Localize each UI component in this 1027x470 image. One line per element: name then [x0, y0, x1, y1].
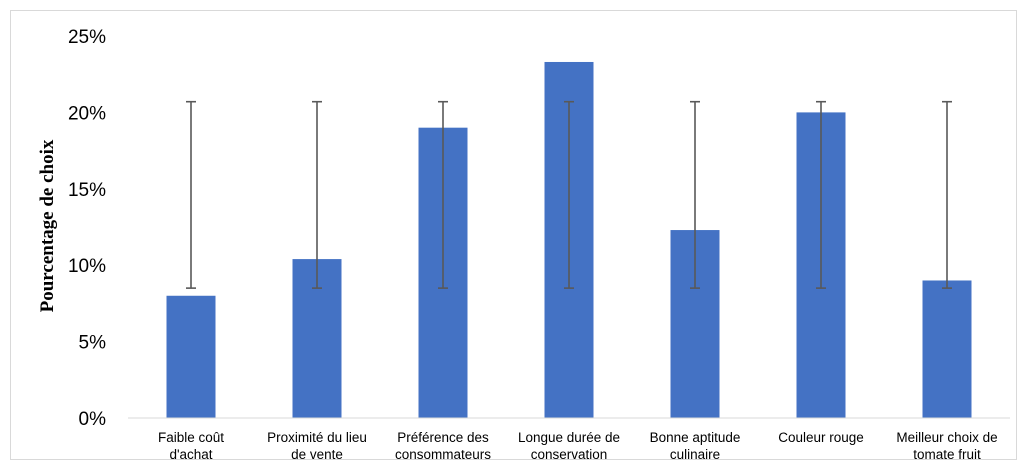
x-category-label-line: Meilleur choix de — [896, 430, 997, 445]
x-category-label-line: d'achat — [169, 447, 212, 462]
x-category-label: Préférence des consommateurs — [395, 430, 491, 462]
x-category-label-line: culinaire — [670, 447, 720, 462]
y-tick-label: 25% — [68, 27, 106, 48]
x-category-label-line: Couleur rouge — [778, 430, 864, 445]
x-category-label-line: Préférence des — [397, 430, 489, 445]
x-category-label-line: tomate fruit — [913, 447, 981, 462]
x-category-label-line: Proximité du lieu — [267, 430, 367, 445]
error-bars — [186, 100, 952, 289]
y-tick-label: 20% — [68, 103, 106, 124]
x-category-label: Proximité du lieu de vente — [267, 430, 367, 462]
x-category-label-line: consommateurs — [395, 447, 491, 462]
x-category-label-line: Bonne aptitude — [650, 430, 741, 445]
x-category-label: Meilleur choix de tomate fruit — [896, 430, 997, 462]
bar — [922, 280, 972, 418]
x-category-label-line: Faible coût — [158, 430, 224, 445]
x-category-label: Bonne aptitude culinaire — [650, 430, 741, 462]
x-category-label: Couleur rouge — [778, 430, 864, 445]
y-tick-label: 5% — [79, 333, 107, 354]
y-tick-label: 0% — [79, 409, 107, 430]
x-category-label-line: conservation — [531, 447, 608, 462]
x-category-label-line: Longue durée de — [518, 430, 620, 445]
x-category-label: Faible coût d'achat — [158, 430, 224, 462]
bar — [166, 295, 216, 418]
y-axis-title: Pourcentage de choix — [37, 139, 58, 312]
x-axis-labels: Faible coût d'achat Proximité du lieu de ve… — [158, 430, 998, 462]
x-category-label: Longue durée de conservation — [518, 430, 620, 462]
x-category-label-line: de vente — [291, 447, 343, 462]
y-axis-ticks: 0% 5% 10% 15% 20% 25% — [68, 27, 106, 430]
y-tick-label: 10% — [68, 256, 106, 277]
y-tick-label: 15% — [68, 180, 106, 201]
